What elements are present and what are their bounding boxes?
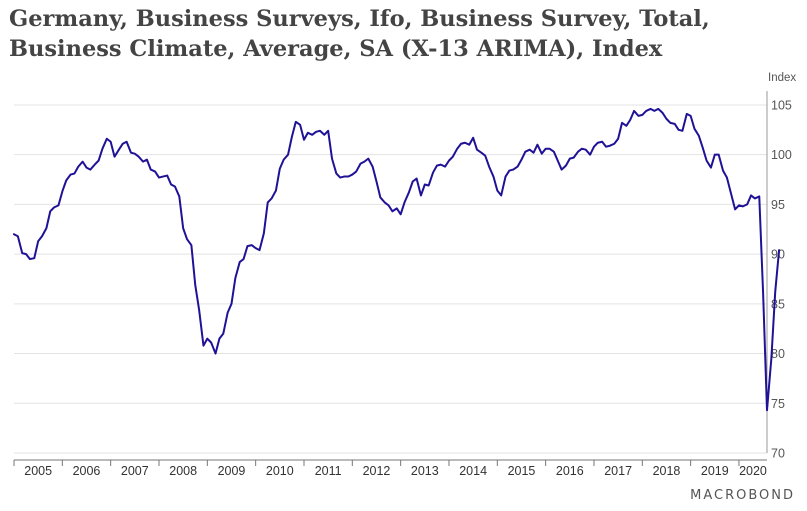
y-tick-label: 105 <box>771 98 792 112</box>
x-tick-label: 2018 <box>653 464 681 478</box>
y-tick-label: 80 <box>771 347 785 361</box>
x-tick-label: 2015 <box>508 464 536 478</box>
x-tick-label: 2013 <box>411 464 439 478</box>
chart-title-line-2: Business Climate, Average, SA (X-13 ARIM… <box>9 36 663 62</box>
y-tick-label: 75 <box>771 397 785 411</box>
x-tick-label: 2005 <box>24 464 52 478</box>
x-tick-label: 2011 <box>315 464 342 478</box>
y-tick-label: 85 <box>771 297 785 311</box>
y-tick-label: 100 <box>771 148 792 162</box>
y-tick-label: 70 <box>771 447 785 461</box>
x-tick-label: 2012 <box>363 464 391 478</box>
x-tick-label: 2017 <box>604 464 632 478</box>
x-tick-label: 2008 <box>169 464 197 478</box>
x-tick-label: 2014 <box>459 464 487 478</box>
x-tick-label: 2016 <box>556 464 584 478</box>
y-axis-title: Index <box>768 72 796 84</box>
macrobond-logo: MACROBOND <box>690 488 795 503</box>
x-tick-label: 2009 <box>218 464 246 478</box>
y-tick-label: 95 <box>771 198 785 212</box>
chart-title: Germany, Business Surveys, Ifo, Business… <box>9 4 799 64</box>
x-tick-label: 2020 <box>739 464 767 478</box>
x-tick-label: 2006 <box>73 464 101 478</box>
x-tick-label: 2010 <box>266 464 294 478</box>
series-line-0 <box>13 107 781 412</box>
x-tick-label: 2007 <box>121 464 149 478</box>
x-tick-label: 2019 <box>701 464 729 478</box>
chart-title-line-1: Germany, Business Surveys, Ifo, Business… <box>9 6 710 32</box>
